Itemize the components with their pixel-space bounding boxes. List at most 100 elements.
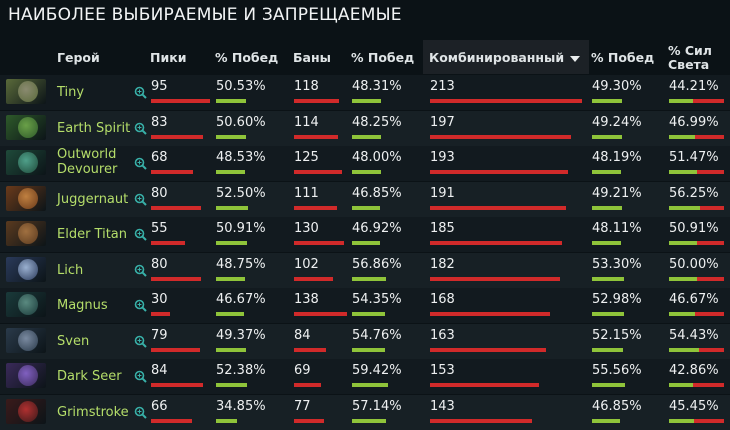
bans-value: 84 — [294, 327, 311, 343]
column-header-bans[interactable]: Баны — [293, 50, 331, 65]
pick-win-value: 50.60% — [216, 114, 266, 130]
column-header-picks[interactable]: Пики — [150, 50, 187, 65]
hero-name[interactable]: Grimstroke — [57, 404, 129, 420]
column-header-radiant-line2: Света — [668, 57, 710, 72]
radiant-split-fill — [669, 276, 697, 281]
sven-portrait-icon[interactable] — [6, 327, 46, 353]
magnus-portrait-icon[interactable] — [6, 292, 46, 317]
column-header-combined-label: Комбинированный — [429, 50, 565, 65]
ban-win-bar — [352, 347, 385, 352]
radiant-win-value: 50.00% — [669, 256, 719, 272]
table-row[interactable]: Lich 80 48.75% 102 56.86% 182 53.30% 50.00% — [0, 252, 730, 288]
pick-win-bar — [216, 347, 246, 352]
combined-win-bar — [592, 99, 622, 103]
magnify-icon[interactable] — [134, 370, 147, 383]
lich-portrait-icon[interactable] — [6, 256, 46, 282]
ban-win-bar — [352, 241, 381, 245]
ban-win-bar — [352, 418, 387, 423]
radiant-win-value: 42.86% — [669, 363, 719, 378]
elder-titan-portrait-icon[interactable] — [6, 221, 46, 246]
radiant-split-fill — [669, 347, 699, 352]
table-row[interactable]: Juggernaut 80 52.50% 111 46.85% 191 49.21% 56.2… — [0, 181, 730, 217]
radiant-split-fill — [669, 383, 693, 387]
hero-name[interactable]: Lich — [57, 262, 84, 278]
bans-bar — [294, 418, 324, 423]
combined-win-value: 48.19% — [592, 150, 642, 165]
magnify-icon[interactable] — [134, 157, 147, 170]
hero-name[interactable]: Tiny — [57, 85, 85, 100]
earth-spirit-portrait-icon[interactable] — [6, 114, 46, 140]
picks-bar — [151, 205, 201, 210]
radiant-win-value: 51.47% — [669, 150, 719, 165]
hero-name[interactable]: Sven — [57, 333, 90, 349]
pick-win-bar — [216, 241, 247, 245]
column-header-pick-win[interactable]: % Побед — [215, 50, 279, 65]
hero-name[interactable]: Juggernaut — [57, 191, 129, 207]
magnify-icon[interactable] — [134, 193, 147, 206]
pick-win-value: 34.85% — [216, 398, 266, 414]
picks-value: 95 — [151, 79, 168, 94]
hero-name[interactable]: Earth Spirit — [57, 120, 131, 136]
radiant-split-fill — [669, 312, 695, 316]
grimstroke-portrait-icon[interactable] — [6, 398, 46, 424]
combined-value: 213 — [430, 79, 455, 94]
radiant-split-bar — [669, 312, 724, 316]
combined-win-bar — [592, 347, 624, 352]
radiant-split-fill — [669, 205, 700, 210]
column-header-radiant[interactable]: % Сил Света — [668, 44, 712, 72]
table-row[interactable]: Outworld Devourer 68 48.53% 125 48.00% 193 48.1… — [0, 146, 730, 181]
hero-name[interactable]: Elder Titan — [57, 227, 128, 242]
magnify-icon[interactable] — [134, 264, 147, 277]
picks-value: 84 — [151, 363, 168, 378]
column-header-combined-win[interactable]: % Побед — [591, 50, 655, 65]
table-row[interactable]: Dark Seer 84 52.38% 69 59.42% 153 55.56% 42.86% — [0, 359, 730, 394]
table-row[interactable]: Elder Titan 55 50.91% 130 46.92% 185 48.11% 50.… — [0, 217, 730, 252]
ban-win-bar — [352, 134, 381, 139]
outworld-devourer-portrait-icon[interactable] — [6, 150, 46, 175]
magnify-icon[interactable] — [134, 335, 147, 348]
dark-seer-portrait-icon[interactable] — [6, 363, 46, 388]
magnify-icon[interactable] — [134, 86, 147, 99]
hero-name[interactable]: Outworld Devourer — [57, 147, 118, 177]
pick-win-bar — [216, 205, 248, 210]
combined-value: 153 — [430, 363, 455, 378]
picks-bar — [151, 276, 201, 281]
combined-win-value: 53.30% — [592, 256, 642, 272]
combined-win-value: 46.85% — [592, 398, 642, 414]
combined-value: 143 — [430, 398, 455, 414]
column-header-ban-win[interactable]: % Побед — [351, 50, 415, 65]
column-header-combined[interactable]: Комбинированный — [429, 50, 581, 65]
combined-value: 191 — [430, 185, 455, 201]
table-row[interactable]: Magnus 30 46.67% 138 54.35% 168 52.98% 46.67% — [0, 288, 730, 323]
tiny-portrait-icon[interactable] — [6, 79, 46, 104]
combined-win-bar — [592, 418, 621, 423]
pick-win-value: 52.38% — [216, 363, 266, 378]
bans-value: 111 — [294, 185, 319, 201]
hero-name[interactable]: Dark Seer — [57, 369, 122, 384]
combined-column-highlight — [423, 40, 589, 74]
pick-win-value: 48.53% — [216, 150, 266, 165]
ban-win-value: 59.42% — [352, 363, 402, 378]
table-row[interactable]: Grimstroke 66 34.85% 77 57.14% 143 46.85% 45.45… — [0, 394, 730, 430]
magnify-icon[interactable] — [134, 299, 147, 312]
combined-value: 193 — [430, 150, 455, 165]
ban-win-value: 46.85% — [352, 185, 402, 201]
radiant-split-fill — [669, 134, 695, 139]
picks-bar — [151, 312, 170, 316]
picks-value: 80 — [151, 256, 168, 272]
combined-win-value: 48.11% — [592, 221, 642, 236]
magnify-icon[interactable] — [134, 122, 147, 135]
combined-win-bar — [592, 312, 624, 316]
juggernaut-portrait-icon[interactable] — [6, 185, 46, 211]
table-row[interactable]: Earth Spirit 83 50.60% 114 48.25% 197 49.24% 46… — [0, 110, 730, 146]
combined-win-value: 52.98% — [592, 292, 642, 307]
pick-win-bar — [216, 312, 244, 316]
radiant-win-value: 54.43% — [669, 327, 719, 343]
magnify-icon[interactable] — [134, 406, 147, 419]
table-row[interactable]: Sven 79 49.37% 84 54.76% 163 52.15% 54.43% — [0, 323, 730, 359]
bans-value: 77 — [294, 398, 311, 414]
magnify-icon[interactable] — [134, 228, 147, 241]
table-row[interactable]: Tiny 95 50.53% 118 48.31% 213 49.30% 44.21% — [0, 75, 730, 110]
hero-name[interactable]: Magnus — [57, 298, 108, 313]
column-header-hero[interactable]: Герой — [57, 50, 100, 65]
